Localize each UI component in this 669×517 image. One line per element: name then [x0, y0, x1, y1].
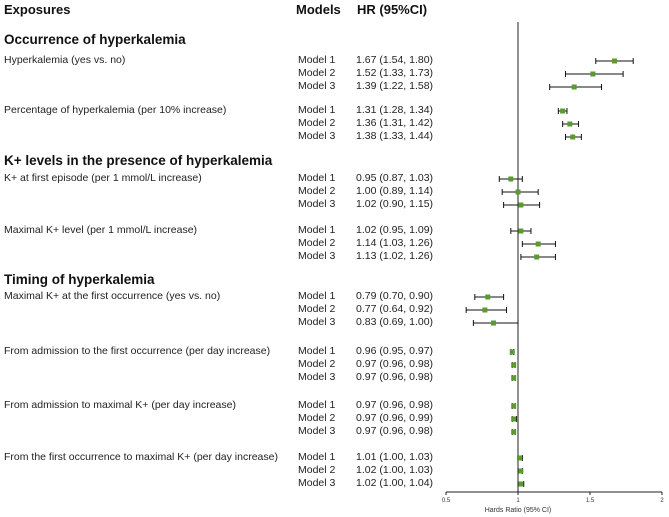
hr-value: 0.96 (0.95, 0.97) [356, 345, 434, 357]
hr-point [560, 108, 566, 114]
x-tick-label: 0.5 [442, 498, 451, 504]
model-label: Model 2 [298, 303, 336, 315]
model-label: Model 2 [298, 358, 336, 370]
hr-value: 0.79 (0.70, 0.90) [356, 290, 434, 302]
hr-value: 0.83 (0.69, 1.00) [356, 316, 434, 328]
hr-point [518, 228, 524, 234]
header-models: Models [296, 2, 341, 17]
hr-value: 1.67 (1.54, 1.80) [356, 54, 434, 66]
model-label: Model 2 [298, 412, 336, 424]
hr-point [511, 362, 517, 368]
exposure-label: From admission to maximal K+ (per day in… [4, 399, 236, 411]
hr-value: 1.00 (0.89, 1.14) [356, 185, 434, 197]
exposure-label: From the first occurrence to maximal K+ … [4, 451, 278, 463]
hr-point [518, 202, 524, 208]
hr-value: 0.97 (0.96, 0.98) [356, 425, 434, 437]
hr-point [590, 71, 596, 77]
model-label: Model 1 [298, 345, 336, 357]
section-title: Occurrence of hyperkalemia [4, 32, 186, 47]
model-label: Model 3 [298, 316, 336, 328]
exposure-label: K+ at first episode (per 1 mmol/L increa… [4, 172, 202, 184]
model-label: Model 3 [298, 80, 336, 92]
hr-value: 0.97 (0.96, 0.98) [356, 399, 434, 411]
model-label: Model 2 [298, 185, 336, 197]
x-axis-label: Hards Ratio (95% CI) [485, 507, 552, 514]
exposure-label: Hyperkalemia (yes vs. no) [4, 54, 126, 66]
model-label: Model 3 [298, 130, 336, 142]
hr-value: 0.97 (0.96, 0.99) [356, 412, 434, 424]
hr-point [516, 455, 522, 461]
hr-value: 0.97 (0.96, 0.98) [356, 358, 434, 370]
hr-point [511, 403, 517, 409]
hr-value: 1.01 (1.00, 1.03) [356, 451, 434, 463]
hr-value: 0.95 (0.87, 1.03) [356, 172, 434, 184]
hr-point [570, 134, 576, 140]
hr-point [535, 241, 541, 247]
model-label: Model 3 [298, 425, 336, 437]
model-label: Model 2 [298, 117, 336, 129]
x-tick-label: 2 [660, 498, 664, 504]
hr-value: 1.14 (1.03, 1.26) [356, 237, 434, 249]
model-label: Model 1 [298, 172, 336, 184]
x-tick-label: 1 [516, 498, 520, 504]
model-label: Model 2 [298, 237, 336, 249]
hr-point [567, 121, 573, 127]
hr-value: 1.02 (1.00, 1.03) [356, 464, 434, 476]
exposure-label: Maximal K+ level (per 1 mmol/L increase) [4, 224, 198, 236]
hr-value: 1.02 (0.90, 1.15) [356, 198, 434, 210]
exposure-label: Maximal K+ at the first occurrence (yes … [4, 290, 221, 302]
exposure-label: From admission to the first occurrence (… [4, 345, 271, 357]
x-tick-label: 1.5 [586, 498, 595, 504]
hr-point [511, 416, 517, 422]
model-label: Model 1 [298, 290, 336, 302]
model-label: Model 3 [298, 371, 336, 383]
hr-value: 1.38 (1.33, 1.44) [356, 130, 434, 142]
hr-value: 1.31 (1.28, 1.34) [356, 104, 434, 116]
hr-value: 1.39 (1.22, 1.58) [356, 80, 434, 92]
model-label: Model 1 [298, 54, 336, 66]
hr-value: 1.02 (0.95, 1.09) [356, 224, 434, 236]
hr-point [511, 429, 517, 435]
hr-point [485, 294, 491, 300]
model-label: Model 2 [298, 67, 336, 79]
exposure-label: Percentage of hyperkalemia (per 10% incr… [4, 104, 227, 116]
hr-value: 1.13 (1.02, 1.26) [356, 250, 434, 262]
model-label: Model 3 [298, 477, 336, 489]
hr-point [515, 189, 521, 195]
hr-value: 1.36 (1.31, 1.42) [356, 117, 434, 129]
model-label: Model 1 [298, 224, 336, 236]
section-title: Timing of hyperkalemia [4, 272, 155, 287]
hr-point [611, 58, 617, 64]
hr-point [509, 349, 515, 355]
model-label: Model 2 [298, 464, 336, 476]
hr-value: 0.77 (0.64, 0.92) [356, 303, 434, 315]
model-label: Model 3 [298, 198, 336, 210]
hr-value: 1.02 (1.00, 1.04) [356, 477, 434, 489]
model-label: Model 1 [298, 399, 336, 411]
hr-value: 0.97 (0.96, 0.98) [356, 371, 434, 383]
section-title: K+ levels in the presence of hyperkalemi… [4, 153, 273, 168]
hr-point [518, 468, 524, 474]
hr-point [518, 481, 524, 487]
hr-point [534, 254, 540, 260]
model-label: Model 1 [298, 451, 336, 463]
hr-value: 1.52 (1.33, 1.73) [356, 67, 434, 79]
hr-point [482, 307, 488, 313]
header-exposures: Exposures [4, 2, 71, 17]
hr-point [508, 176, 514, 182]
model-label: Model 3 [298, 250, 336, 262]
hr-point [571, 84, 577, 90]
hr-point [511, 375, 517, 381]
header-hr: HR (95%CI) [357, 2, 428, 17]
model-label: Model 1 [298, 104, 336, 116]
hr-point [491, 320, 497, 326]
